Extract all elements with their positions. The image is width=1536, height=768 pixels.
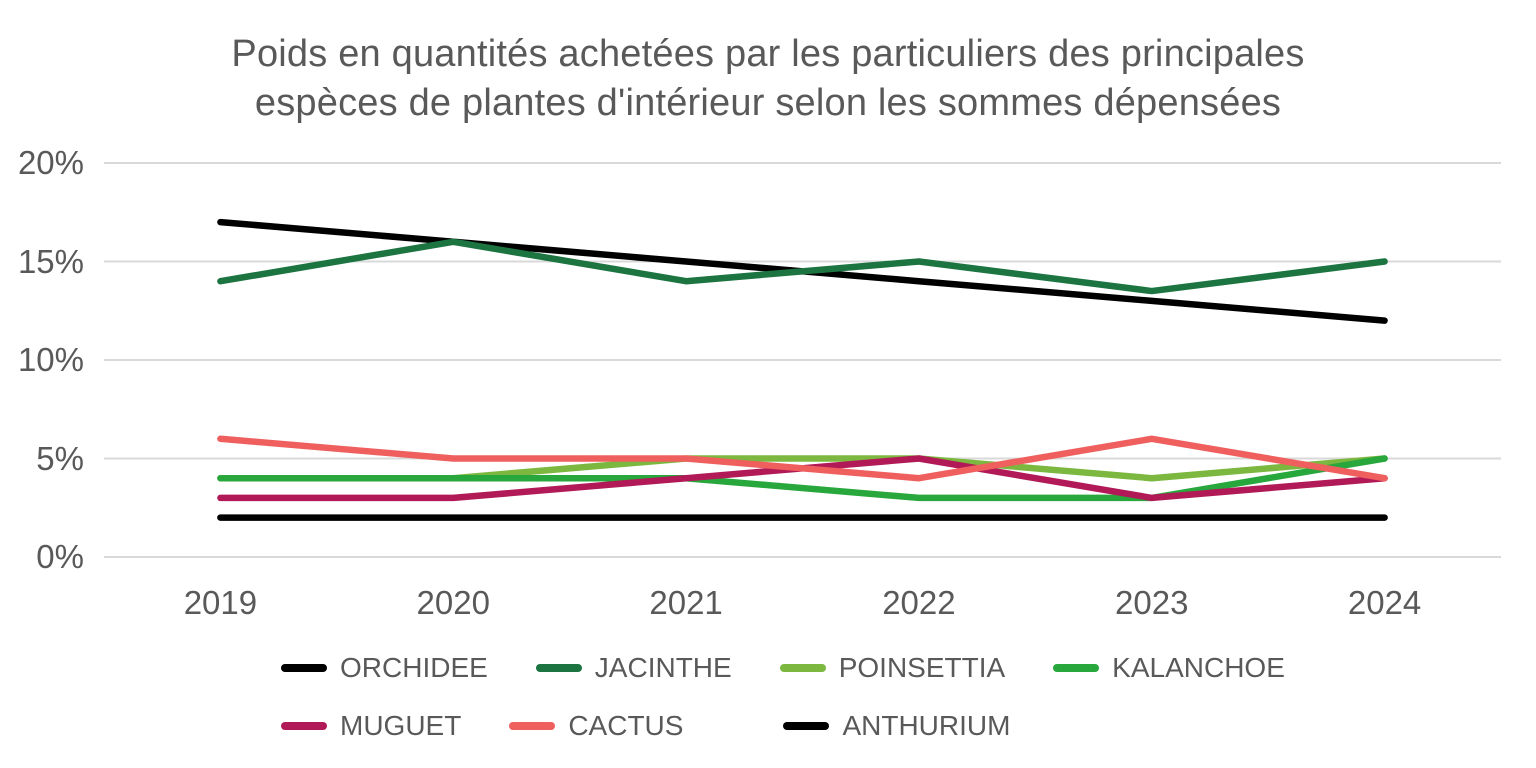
legend-item-orchidee: ORCHIDEE xyxy=(281,652,488,684)
x-axis-tick-label: 2023 xyxy=(1115,584,1189,621)
y-axis-tick-label: 10% xyxy=(17,341,84,378)
y-axis-tick-label: 5% xyxy=(36,439,84,477)
y-axis-tick-label: 20% xyxy=(17,144,84,181)
x-axis-tick-label: 2021 xyxy=(649,584,723,621)
legend-row-1: ORCHIDEE JACINTHE POINSETTIA KALANCHOE xyxy=(281,647,1333,688)
legend-row-2: MUGUET CACTUS ANTHURIUM xyxy=(281,705,1333,746)
series-line-jacinthe xyxy=(217,238,1388,295)
series-lines xyxy=(217,218,1388,521)
legend-item-muguet: MUGUET xyxy=(281,710,461,742)
legend-swatch-cactus xyxy=(509,721,556,730)
legend-label-cactus: CACTUS xyxy=(568,709,684,741)
legend-swatch-poinsettia xyxy=(779,663,826,672)
legend-swatch-jacinthe xyxy=(535,663,582,672)
x-axis-tick-label: 2024 xyxy=(1347,584,1422,621)
chart-title-line-2: espèces de plantes d'intérieur selon les… xyxy=(254,82,1282,124)
x-axis-tick-label: 2020 xyxy=(416,584,490,621)
legend-swatch-muguet xyxy=(281,721,327,730)
legend-label-jacinthe: JACINTHE xyxy=(594,651,732,683)
legend-label-orchidee: ORCHIDEE xyxy=(340,651,488,683)
legend-label-anthurium: ANTHURIUM xyxy=(842,709,1011,741)
legend-item-kalanchoe: KALANCHOE xyxy=(1053,652,1285,684)
legend-swatch-anthurium xyxy=(783,721,830,730)
legend-label-poinsettia: POINSETTIA xyxy=(838,651,1006,683)
legend-item-anthurium: ANTHURIUM xyxy=(783,710,1010,742)
legend-item-poinsettia: POINSETTIA xyxy=(779,651,1006,684)
legend-item-jacinthe: JACINTHE xyxy=(535,651,732,684)
chart-legend: ORCHIDEE JACINTHE POINSETTIA KALANCHOE M… xyxy=(281,647,1333,763)
chart-title: Poids en quantités achetées par les part… xyxy=(0,30,1536,128)
series-line-cactus xyxy=(217,435,1388,482)
legend-swatch-kalanchoe xyxy=(1053,663,1100,672)
chart-title-line-1: Poids en quantités achetées par les part… xyxy=(231,33,1305,75)
legend-label-muguet: MUGUET xyxy=(340,709,462,741)
y-axis-tick-label: 0% xyxy=(36,538,84,575)
x-axis-tick-label: 2019 xyxy=(183,584,258,621)
y-axis-tick-label: 15% xyxy=(17,242,84,280)
legend-label-kalanchoe: KALANCHOE xyxy=(1112,651,1285,683)
legend-swatch-orchidee xyxy=(281,663,327,672)
legend-item-cactus: CACTUS xyxy=(509,710,683,742)
x-axis-tick-label: 2022 xyxy=(882,584,956,621)
series-line-kalanchoe xyxy=(217,455,1388,502)
